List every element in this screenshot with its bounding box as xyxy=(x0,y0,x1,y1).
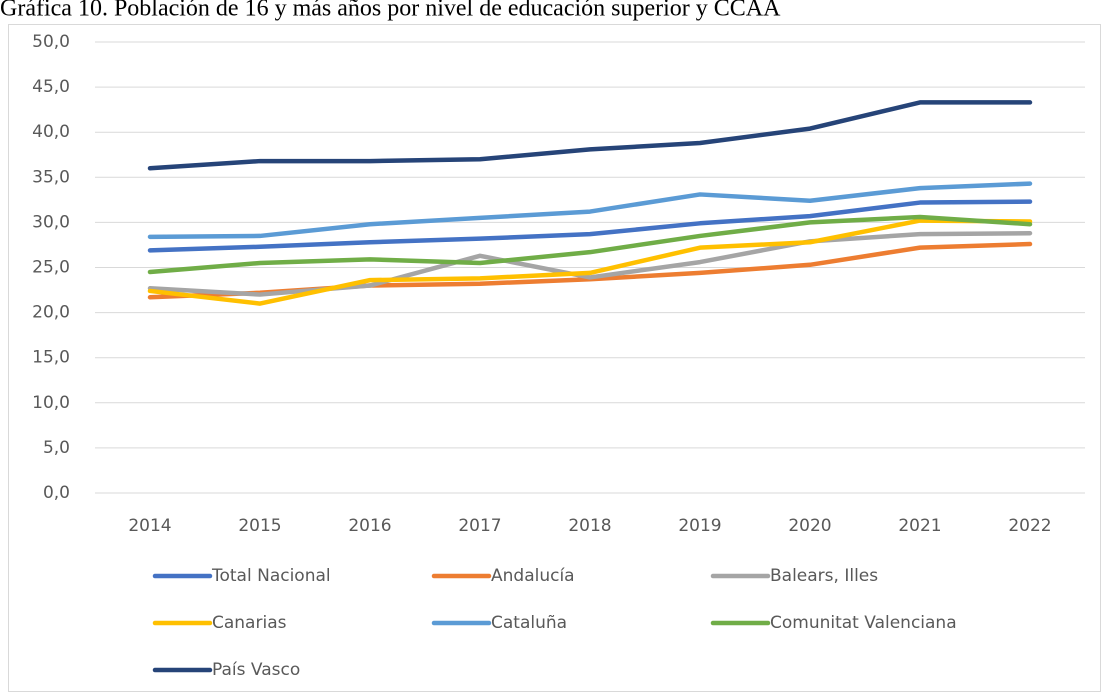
y-tick-label: 25,0 xyxy=(32,258,70,278)
legend-label: Canarias xyxy=(212,613,287,633)
legend-label: Balears, Illes xyxy=(770,566,878,586)
chart-title: Gráfica 10. Población de 16 y más años p… xyxy=(0,0,781,22)
y-tick-label: 15,0 xyxy=(32,348,70,368)
y-tick-label: 20,0 xyxy=(32,303,70,323)
x-tick-label: 2018 xyxy=(568,516,611,536)
legend-label: País Vasco xyxy=(212,660,300,680)
x-tick-label: 2014 xyxy=(128,516,171,536)
y-tick-label: 5,0 xyxy=(43,438,70,458)
x-tick-label: 2022 xyxy=(1008,516,1051,536)
x-tick-label: 2017 xyxy=(458,516,501,536)
legend-label: Cataluña xyxy=(491,613,567,633)
y-tick-label: 50,0 xyxy=(32,32,70,52)
x-tick-label: 2016 xyxy=(348,516,391,536)
y-tick-label: 45,0 xyxy=(32,77,70,97)
x-tick-label: 2021 xyxy=(898,516,941,536)
y-tick-label: 10,0 xyxy=(32,393,70,413)
series-line xyxy=(147,218,1033,306)
y-tick-label: 30,0 xyxy=(32,212,70,232)
series-line xyxy=(147,214,1033,275)
y-tick-label: 35,0 xyxy=(32,167,70,187)
series-line xyxy=(147,100,1033,171)
legend-label: Comunitat Valenciana xyxy=(770,613,957,633)
series-line xyxy=(147,199,1033,253)
y-tick-label: 40,0 xyxy=(32,122,70,142)
legend-label: Andalucía xyxy=(491,566,575,586)
series-line xyxy=(147,230,1033,297)
x-tick-label: 2020 xyxy=(788,516,831,536)
x-tick-label: 2015 xyxy=(238,516,281,536)
chart-frame xyxy=(8,24,1101,692)
y-tick-label: 0,0 xyxy=(43,483,70,503)
series-line xyxy=(147,181,1033,240)
legend-label: Total Nacional xyxy=(211,566,331,586)
x-tick-label: 2019 xyxy=(678,516,721,536)
